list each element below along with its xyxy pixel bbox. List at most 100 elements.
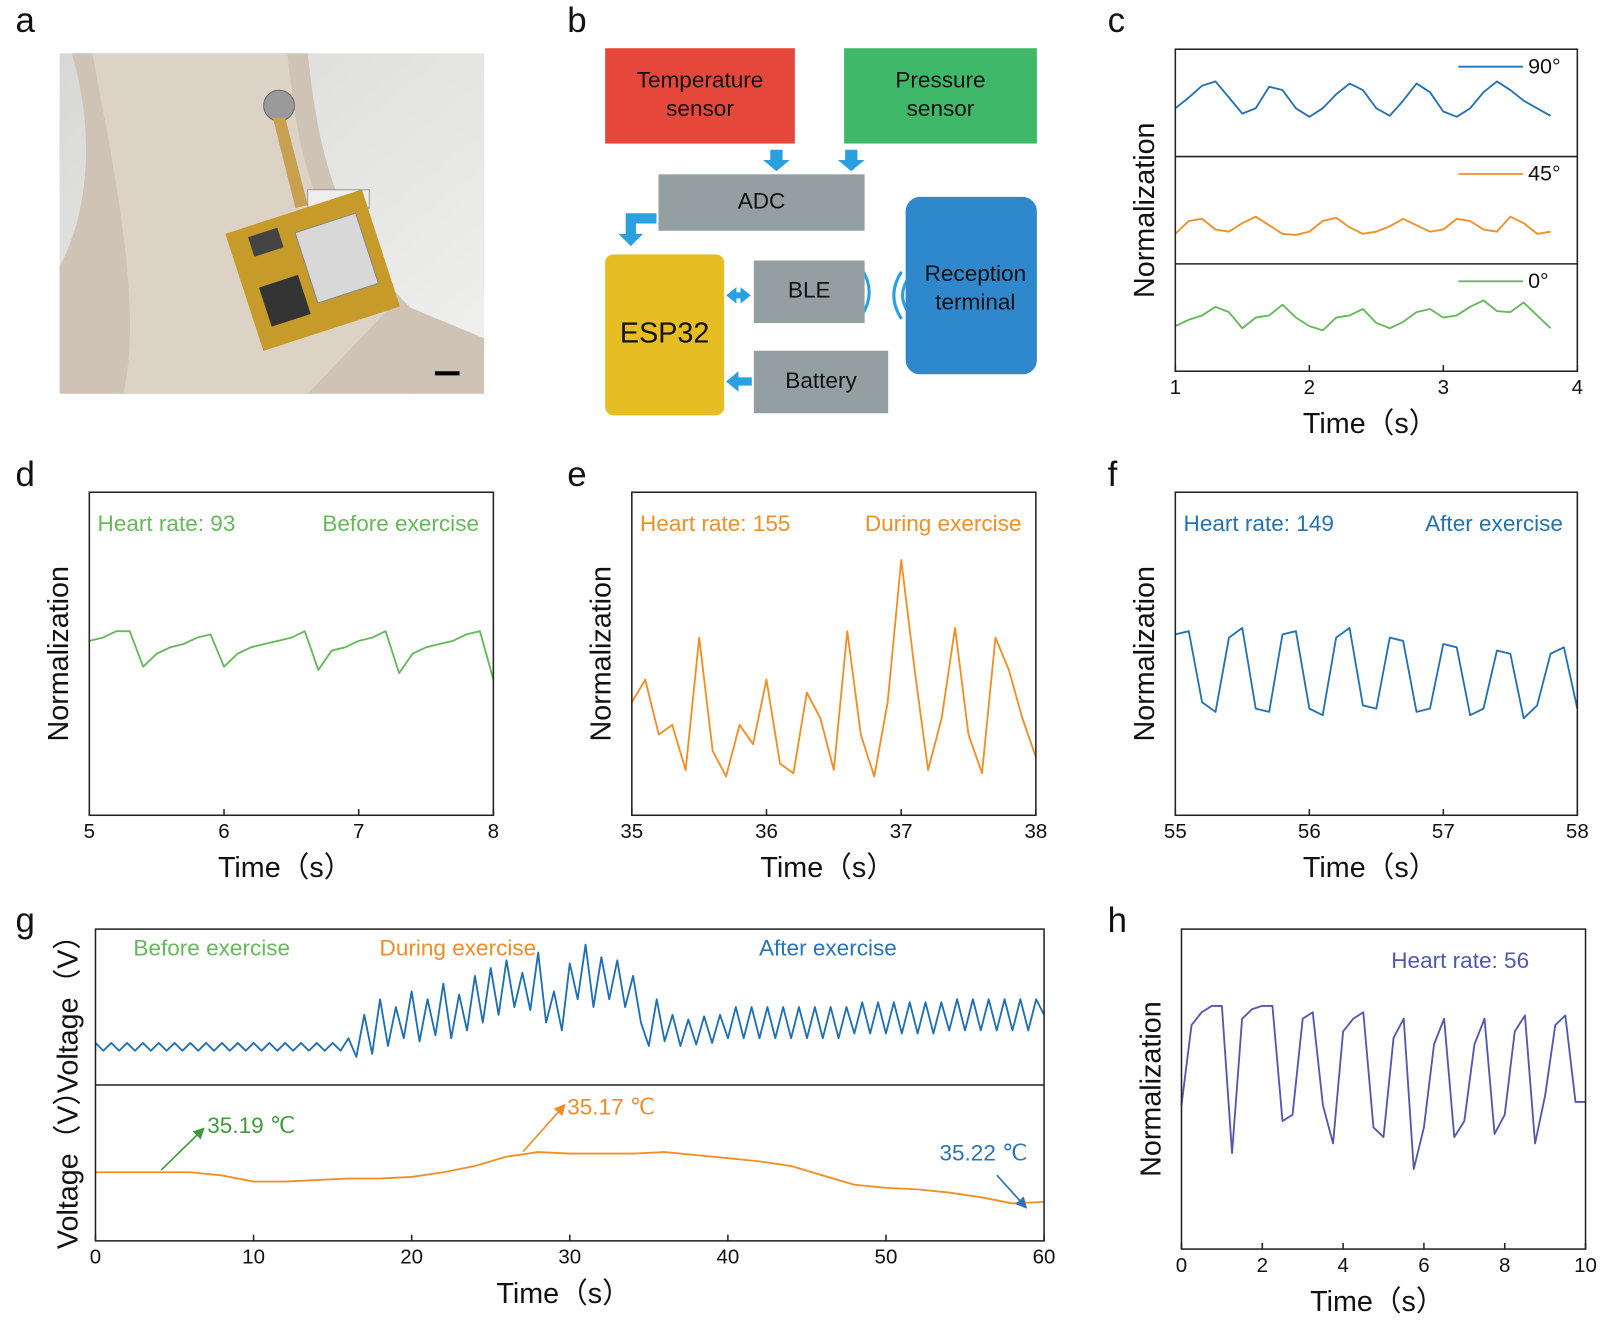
- node-box: [753, 350, 889, 414]
- node-box: [844, 48, 1037, 144]
- annotation: Heart rate: 93: [98, 511, 236, 536]
- x-tick-label: 8: [488, 820, 499, 843]
- node-label: Temperature: [637, 67, 764, 92]
- diagram-arrows: [618, 149, 865, 392]
- x-tick-label: 37: [890, 820, 913, 843]
- x-tick-label: 0: [1176, 1254, 1187, 1277]
- node-label: ESP32: [620, 317, 709, 349]
- x-tick-label: 20: [400, 1246, 423, 1269]
- x-tick-label: 4: [1572, 376, 1583, 399]
- data-line: [631, 559, 1037, 778]
- x-tick-label: 60: [1033, 1246, 1056, 1269]
- data-line: [1174, 215, 1551, 236]
- annotation: Heart rate: 56: [1391, 948, 1529, 973]
- x-axis-label: Time（s）: [760, 852, 894, 884]
- plot-frame: [1174, 491, 1579, 817]
- x-tick-label: 35: [620, 820, 643, 843]
- x-axis-label: Time（s）: [1303, 408, 1437, 440]
- y-axis-label: Normalization: [1129, 122, 1161, 297]
- data-line: [95, 1151, 1045, 1205]
- plot-frame: [1174, 48, 1579, 373]
- x-tick-label: 10: [1574, 1254, 1597, 1277]
- annotation: After exercise: [759, 936, 897, 961]
- node-label: Reception: [925, 261, 1027, 286]
- data-line: [1175, 626, 1579, 720]
- photo: [59, 53, 485, 394]
- data-line: [1174, 299, 1552, 332]
- node-box: [605, 254, 725, 416]
- node-box: [605, 48, 795, 144]
- x-tick-label: 6: [218, 820, 229, 843]
- x-tick-label: 6: [1418, 1254, 1429, 1277]
- x-axis-label: Time（s）: [496, 1278, 630, 1310]
- annotation: During exercise: [865, 511, 1022, 536]
- x-axis-label: Time（s）: [1303, 852, 1437, 884]
- y-axis-label: Normalization: [43, 566, 75, 741]
- x-tick-label: 40: [716, 1246, 739, 1269]
- annotation: 35.19 ℃: [207, 1113, 295, 1138]
- legend-label: 45°: [1528, 162, 1561, 186]
- node-label: BLE: [788, 278, 831, 303]
- node-label: Pressure: [895, 67, 985, 92]
- node-label: ADC: [738, 188, 786, 213]
- data-line: [94, 943, 1045, 1058]
- node-label: sensor: [907, 96, 975, 121]
- panel-label: c: [1108, 1, 1125, 40]
- node-label: Battery: [785, 368, 857, 393]
- x-axis-label: Time（s）: [1310, 1286, 1444, 1318]
- panel-label: f: [1108, 455, 1118, 494]
- x-tick-label: 4: [1337, 1254, 1348, 1277]
- data-line: [1174, 80, 1552, 118]
- x-tick-label: 50: [875, 1246, 898, 1269]
- x-tick-label: 8: [1499, 1254, 1510, 1277]
- x-tick-label: 0: [90, 1246, 101, 1269]
- annotation: Heart rate: 155: [640, 511, 790, 536]
- x-tick-label: 3: [1438, 376, 1449, 399]
- annotation: After exercise: [1425, 511, 1563, 536]
- x-tick-label: 38: [1024, 820, 1047, 843]
- x-tick-label: 2: [1304, 376, 1315, 399]
- x-tick-label: 2: [1257, 1254, 1268, 1277]
- node-label: terminal: [935, 290, 1015, 315]
- node-box: [658, 174, 865, 231]
- panel-label: b: [567, 1, 586, 40]
- annotation-arrow: [522, 1103, 566, 1153]
- x-tick-label: 30: [558, 1246, 581, 1269]
- plot-frame: [1180, 928, 1587, 1250]
- x-tick-label: 56: [1298, 820, 1321, 843]
- x-tick-label: 36: [755, 820, 778, 843]
- data-line: [89, 630, 495, 680]
- legend-label: 90°: [1528, 54, 1561, 78]
- plot-frame: [631, 491, 1037, 817]
- x-tick-label: 57: [1432, 820, 1455, 843]
- panel-label: e: [567, 455, 586, 494]
- y-axis-label: Normalization: [1135, 1001, 1167, 1176]
- x-axis-label: Time（s）: [218, 852, 352, 884]
- x-tick-label: 58: [1566, 820, 1589, 843]
- x-tick-label: 10: [242, 1246, 265, 1269]
- annotation-arrow: [160, 1127, 205, 1171]
- legend-label: 0°: [1528, 269, 1549, 293]
- annotation: 35.22 ℃: [939, 1141, 1027, 1166]
- annotation-arrow: [996, 1174, 1028, 1209]
- annotation: 35.17 ℃: [567, 1095, 655, 1120]
- plot-frame: [88, 491, 495, 817]
- node-box: [753, 260, 865, 324]
- x-tick-label: 1: [1170, 376, 1181, 399]
- x-tick-label: 7: [353, 820, 364, 843]
- panel-label: h: [1108, 901, 1127, 940]
- annotation: Before exercise: [133, 936, 290, 961]
- y-axis-label: Voltage（V）: [52, 1077, 84, 1249]
- panel-label: g: [15, 901, 34, 940]
- x-tick-label: 55: [1164, 820, 1187, 843]
- annotation: During exercise: [380, 936, 537, 961]
- annotation: Heart rate: 149: [1184, 511, 1334, 536]
- y-axis-label: Voltage（V）: [52, 921, 84, 1093]
- panel-label: a: [15, 1, 35, 40]
- x-tick-label: 5: [84, 820, 95, 843]
- y-axis-label: Normalization: [1129, 566, 1161, 741]
- annotation: Before exercise: [322, 511, 479, 536]
- data-line: [1180, 1004, 1586, 1170]
